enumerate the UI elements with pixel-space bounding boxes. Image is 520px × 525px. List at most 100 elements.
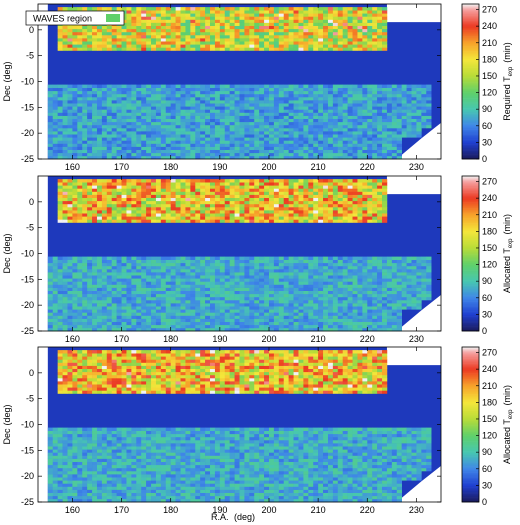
heatmap-cell xyxy=(136,146,142,150)
heatmap-cell xyxy=(396,112,402,116)
heatmap-cell xyxy=(254,84,260,88)
heatmap-cell xyxy=(180,194,186,198)
heatmap-cell xyxy=(288,121,294,126)
colorbar-band xyxy=(462,144,479,147)
heatmap-cell xyxy=(244,149,250,154)
heatmap-cell xyxy=(214,84,221,88)
heatmap-cell xyxy=(121,137,127,141)
heatmap-cell xyxy=(77,112,83,116)
heatmap-cell xyxy=(175,303,181,307)
heatmap-cell xyxy=(234,219,240,223)
heatmap-cell xyxy=(155,259,162,264)
heatmap-cell xyxy=(62,90,68,95)
heatmap-cell xyxy=(234,290,240,295)
heatmap-cell xyxy=(283,115,289,119)
heatmap-cell xyxy=(367,97,373,101)
heatmap-cell xyxy=(155,327,162,332)
heatmap-cell xyxy=(362,22,368,26)
heatmap-cell xyxy=(288,143,294,147)
heatmap-cell xyxy=(116,47,122,51)
heatmap-cell xyxy=(224,134,230,138)
colorbar-band xyxy=(462,102,479,104)
heatmap-cell xyxy=(72,191,78,195)
heatmap-cell xyxy=(155,112,162,116)
heatmap-cell xyxy=(347,16,353,20)
heatmap-cell xyxy=(101,213,108,217)
heatmap-cell xyxy=(170,191,176,195)
heatmap-cell xyxy=(278,97,285,101)
heatmap-cell xyxy=(72,38,78,42)
heatmap-cell xyxy=(82,103,88,107)
heatmap-cell xyxy=(229,100,235,104)
heatmap-cell xyxy=(67,281,73,285)
heatmap-cell xyxy=(195,324,201,329)
heatmap-cell xyxy=(92,290,98,295)
heatmap-cell xyxy=(367,137,373,141)
heatmap-cell xyxy=(254,152,260,157)
heatmap-cell xyxy=(234,200,240,205)
heatmap-cell xyxy=(106,200,113,205)
heatmap-cell xyxy=(293,210,299,214)
heatmap-cell xyxy=(293,185,299,189)
heatmap-cell xyxy=(259,303,265,307)
heatmap-cell xyxy=(278,216,285,220)
heatmap-cell xyxy=(195,155,201,160)
heatmap-cell xyxy=(151,131,157,135)
heatmap-cell xyxy=(155,290,162,295)
heatmap-cell xyxy=(308,44,314,48)
heatmap-cell xyxy=(318,210,324,214)
heatmap-cell xyxy=(327,19,334,23)
heatmap-cell xyxy=(357,216,363,220)
heatmap-cell xyxy=(288,134,294,138)
heatmap-cell xyxy=(57,275,63,279)
heatmap-cell xyxy=(136,44,142,48)
heatmap-cell xyxy=(82,303,88,307)
heatmap-cell xyxy=(116,41,122,45)
heatmap-cell xyxy=(214,185,221,189)
heatmap-cell xyxy=(165,194,171,198)
heatmap-cell xyxy=(234,131,240,135)
heatmap-cell xyxy=(106,194,113,198)
heatmap-cell xyxy=(136,309,142,313)
heatmap-cell xyxy=(82,41,88,45)
heatmap-cell xyxy=(264,31,270,36)
heatmap-cell xyxy=(347,87,353,92)
heatmap-cell xyxy=(82,90,88,95)
heatmap-cell xyxy=(254,100,260,104)
heatmap-cell xyxy=(170,272,176,276)
heatmap-cell xyxy=(224,22,230,26)
heatmap-cell xyxy=(268,93,275,98)
heatmap-cell xyxy=(62,143,68,147)
heatmap-cell xyxy=(200,118,206,123)
heatmap-cell xyxy=(352,131,358,135)
heatmap-cell xyxy=(401,87,407,92)
heatmap-cell xyxy=(219,41,226,45)
heatmap-cell xyxy=(175,109,181,113)
heatmap-cell xyxy=(337,191,344,195)
heatmap-cell xyxy=(318,19,324,23)
heatmap-cell xyxy=(288,25,294,30)
heatmap-cell xyxy=(278,118,285,123)
heatmap-cell xyxy=(264,309,270,313)
heatmap-cell xyxy=(293,197,299,202)
heatmap-cell xyxy=(308,22,314,26)
heatmap-cell xyxy=(278,13,285,17)
heatmap-cell xyxy=(62,256,68,260)
heatmap-cell xyxy=(62,272,68,276)
heatmap-cell xyxy=(357,182,363,186)
heatmap-cell xyxy=(303,216,309,220)
heatmap-cell xyxy=(264,41,270,45)
heatmap-cell xyxy=(52,290,58,295)
heatmap-cell xyxy=(62,191,68,195)
heatmap-cell xyxy=(160,315,167,319)
heatmap-cell xyxy=(268,47,275,51)
heatmap-cell xyxy=(96,134,103,138)
heatmap-cell xyxy=(67,41,73,45)
heatmap-cell xyxy=(229,281,235,285)
heatmap-cell xyxy=(62,188,68,192)
colorbar-band xyxy=(462,101,479,103)
colorbar-band xyxy=(462,43,479,46)
heatmap-cell xyxy=(136,124,142,129)
heatmap-cell xyxy=(200,115,206,119)
heatmap-cell xyxy=(298,35,304,39)
